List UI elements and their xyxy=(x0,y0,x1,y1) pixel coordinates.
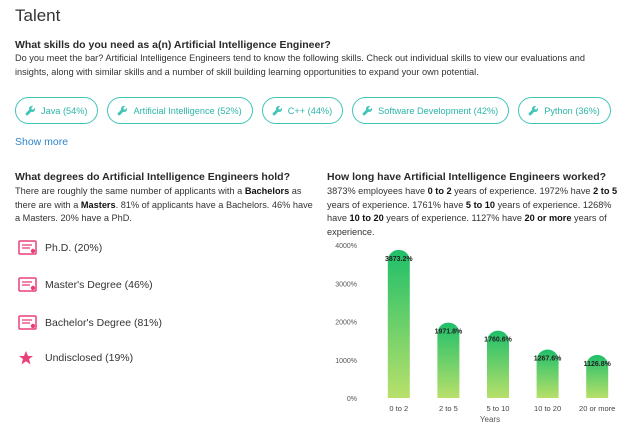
exp-desc-text: years of experience. xyxy=(327,213,607,237)
exp-desc-text: years of experience. 1972% have xyxy=(451,186,594,196)
exp-desc-text: years of experience. 1761% have xyxy=(327,199,466,210)
y-tick-label: 0% xyxy=(347,396,357,403)
x-tick-label: 10 to 20 xyxy=(534,404,561,413)
exp-desc-bold: 20 or more xyxy=(524,213,572,223)
exp-desc-text: years of experience. 1127% have xyxy=(383,213,525,223)
star-icon xyxy=(18,350,38,366)
exp-desc-bold: 2 to 5 xyxy=(593,186,618,196)
experience-chart-svg: 0% 1000% 2000% 3000% 4000% 3873.2% 1971.8% 176… xyxy=(335,243,615,424)
bar-value-label: 1971.8% xyxy=(435,329,463,336)
degree-item-bachelors: Bachelor's Degree (81%) xyxy=(18,315,162,331)
wrench-icon xyxy=(117,105,128,116)
wrench-icon xyxy=(528,105,539,116)
exp-desc-bold: 10 to 20 xyxy=(349,213,384,223)
skill-chip-python[interactable]: Python (36%) xyxy=(518,97,611,124)
bar xyxy=(387,249,410,398)
degree-item-masters: Master's Degree (46%) xyxy=(18,277,153,293)
wrench-icon xyxy=(25,105,36,116)
degree-item-phd: Ph.D. (20%) xyxy=(18,240,102,256)
degrees-desc-bold: Bachelors xyxy=(244,186,290,196)
x-tick-label: 5 to 10 xyxy=(487,404,510,413)
x-tick-label: 20 or more xyxy=(579,404,615,413)
degrees-desc-text: as there are with a xyxy=(15,186,302,210)
skills-question: What skills do you need as a(n) Artifici… xyxy=(15,39,331,51)
degrees-description: There are roughly the same number of app… xyxy=(15,185,320,226)
diploma-icon xyxy=(18,315,38,331)
skill-chip-label: C++ (44%) xyxy=(287,105,333,116)
wrench-icon xyxy=(362,105,373,116)
skill-chip-label: Python (36%) xyxy=(544,105,600,116)
show-more-link[interactable]: Show more xyxy=(15,136,69,148)
degree-item-undisclosed: Undisclosed (19%) xyxy=(18,350,133,366)
section-title: Talent xyxy=(15,6,61,25)
skill-chip-cpp[interactable]: C++ (44%) xyxy=(261,97,344,124)
diploma-icon xyxy=(18,240,38,256)
experience-bar-chart: 0% 1000% 2000% 3000% 4000% 3873.2% 1971.8% 176… xyxy=(322,238,634,428)
bar-value-label: 1126.8% xyxy=(584,361,612,368)
experience-question: How long have Artificial Intelligence En… xyxy=(327,171,607,183)
bar-value-label: 3873.2% xyxy=(385,256,413,263)
degrees-question: What degrees do Artificial Intelligence … xyxy=(15,171,290,183)
degree-label: Undisclosed (19%) xyxy=(45,352,134,364)
skill-chip-java[interactable]: Java (54%) xyxy=(15,97,99,124)
x-axis-label: Years xyxy=(480,415,500,424)
wrench-icon xyxy=(272,105,283,116)
degree-label: Master's Degree (46%) xyxy=(45,279,153,291)
y-tick-label: 2000% xyxy=(335,320,357,327)
diploma-icon xyxy=(18,277,38,293)
y-tick-label: 1000% xyxy=(335,358,357,365)
skill-chip-software-development[interactable]: Software Development (42%) xyxy=(352,97,510,124)
exp-desc-text: years of experience. 1268% have xyxy=(327,199,612,224)
skill-chip-label: Java (54%) xyxy=(41,105,88,116)
skill-chips: Java (54%) Artificial Intelligence (52%)… xyxy=(15,97,611,124)
skill-chip-label: Software Development (42%) xyxy=(378,105,499,116)
bar-value-label: 1267.6% xyxy=(534,356,562,363)
y-tick-label: 3000% xyxy=(335,281,357,288)
degree-label: Ph.D. (20%) xyxy=(45,242,103,254)
exp-desc-bold: 5 to 10 xyxy=(465,199,496,210)
degrees-desc-bold: Masters xyxy=(80,199,116,210)
degrees-desc-text: . 81% of applicants have a Bachelors. 46… xyxy=(15,199,313,224)
skills-description: Do you meet the bar? Artificial Intellig… xyxy=(15,53,585,77)
exp-desc-text: 3873% employees have xyxy=(327,186,428,196)
bar xyxy=(536,349,559,398)
bar xyxy=(487,330,509,398)
bar-value-label: 1760.6% xyxy=(484,337,512,344)
x-tick-label: 0 to 2 xyxy=(389,404,408,413)
exp-desc-bold: 0 to 2 xyxy=(427,186,452,196)
skill-chip-artificial-intelligence[interactable]: Artificial Intelligence (52%) xyxy=(107,97,253,124)
degree-label: Bachelor's Degree (81%) xyxy=(45,317,162,329)
experience-description: 3873% employees have 0 to 2 years of exp… xyxy=(327,185,632,239)
x-tick-label: 2 to 5 xyxy=(439,404,458,413)
skill-chip-label: Artificial Intelligence (52%) xyxy=(133,105,242,116)
bar xyxy=(437,322,460,398)
degrees-desc-text: There are roughly the same number of app… xyxy=(15,186,245,196)
y-tick-label: 4000% xyxy=(335,243,357,250)
bar xyxy=(586,354,609,398)
